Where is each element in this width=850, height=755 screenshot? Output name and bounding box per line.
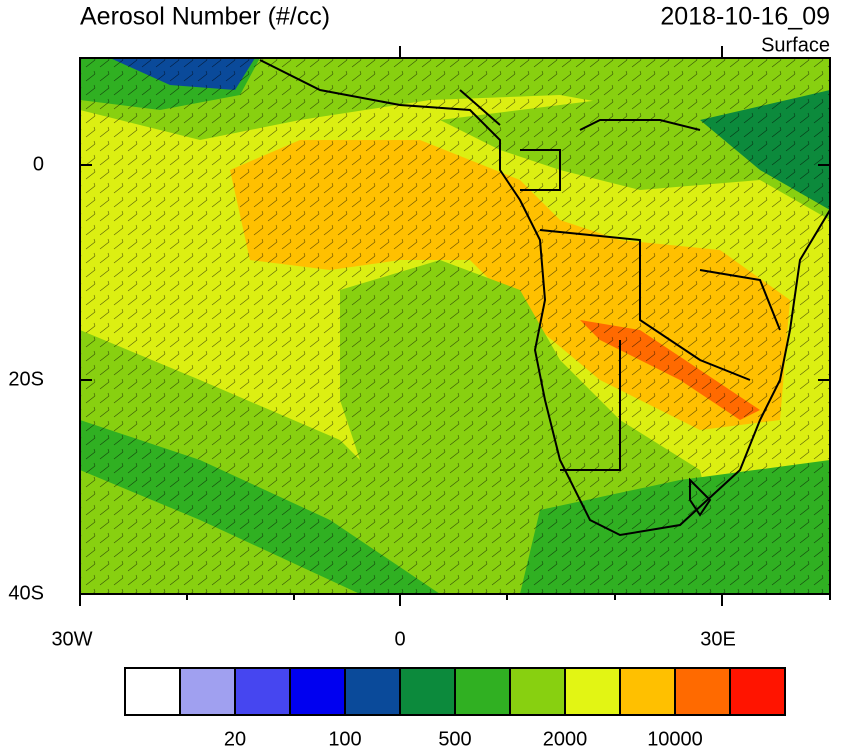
title: Aerosol Number (#/cc) (80, 3, 330, 31)
colorbar-label: 20 (224, 728, 246, 750)
map-frame (79, 57, 831, 595)
map-field (80, 58, 830, 594)
lat-label: 20S (8, 368, 44, 390)
lat-label: 40S (8, 582, 44, 604)
colorbar-box (399, 667, 456, 716)
colorbar-box (619, 667, 676, 716)
colorbar: 20 100 500 2000 10000 (124, 667, 786, 750)
colorbar-label: 100 (328, 728, 361, 750)
colorbar-label: 10000 (647, 728, 703, 750)
map-ticks (79, 46, 831, 606)
colorbar-label: 500 (438, 728, 471, 750)
colorbar-box (564, 667, 621, 716)
colorbar-box (729, 667, 786, 716)
colorbar-box (454, 667, 511, 716)
colorbar-box (344, 667, 401, 716)
colorbar-label: 2000 (543, 728, 588, 750)
colorbar-box (124, 667, 181, 716)
level: Surface (761, 34, 830, 56)
lon-label: 0 (394, 628, 405, 650)
colorbar-box (179, 667, 236, 716)
colorbar-box (234, 667, 291, 716)
axis-labels: 0 20S 40S 30W 0 30E (8, 153, 735, 650)
lon-label: 30W (51, 628, 92, 650)
lat-label: 0 (33, 153, 44, 175)
colorbar-box (289, 667, 346, 716)
colorbar-box (509, 667, 566, 716)
lon-label: 30E (700, 628, 736, 650)
date: 2018-10-16_09 (660, 3, 830, 31)
colorbar-box (674, 667, 731, 716)
